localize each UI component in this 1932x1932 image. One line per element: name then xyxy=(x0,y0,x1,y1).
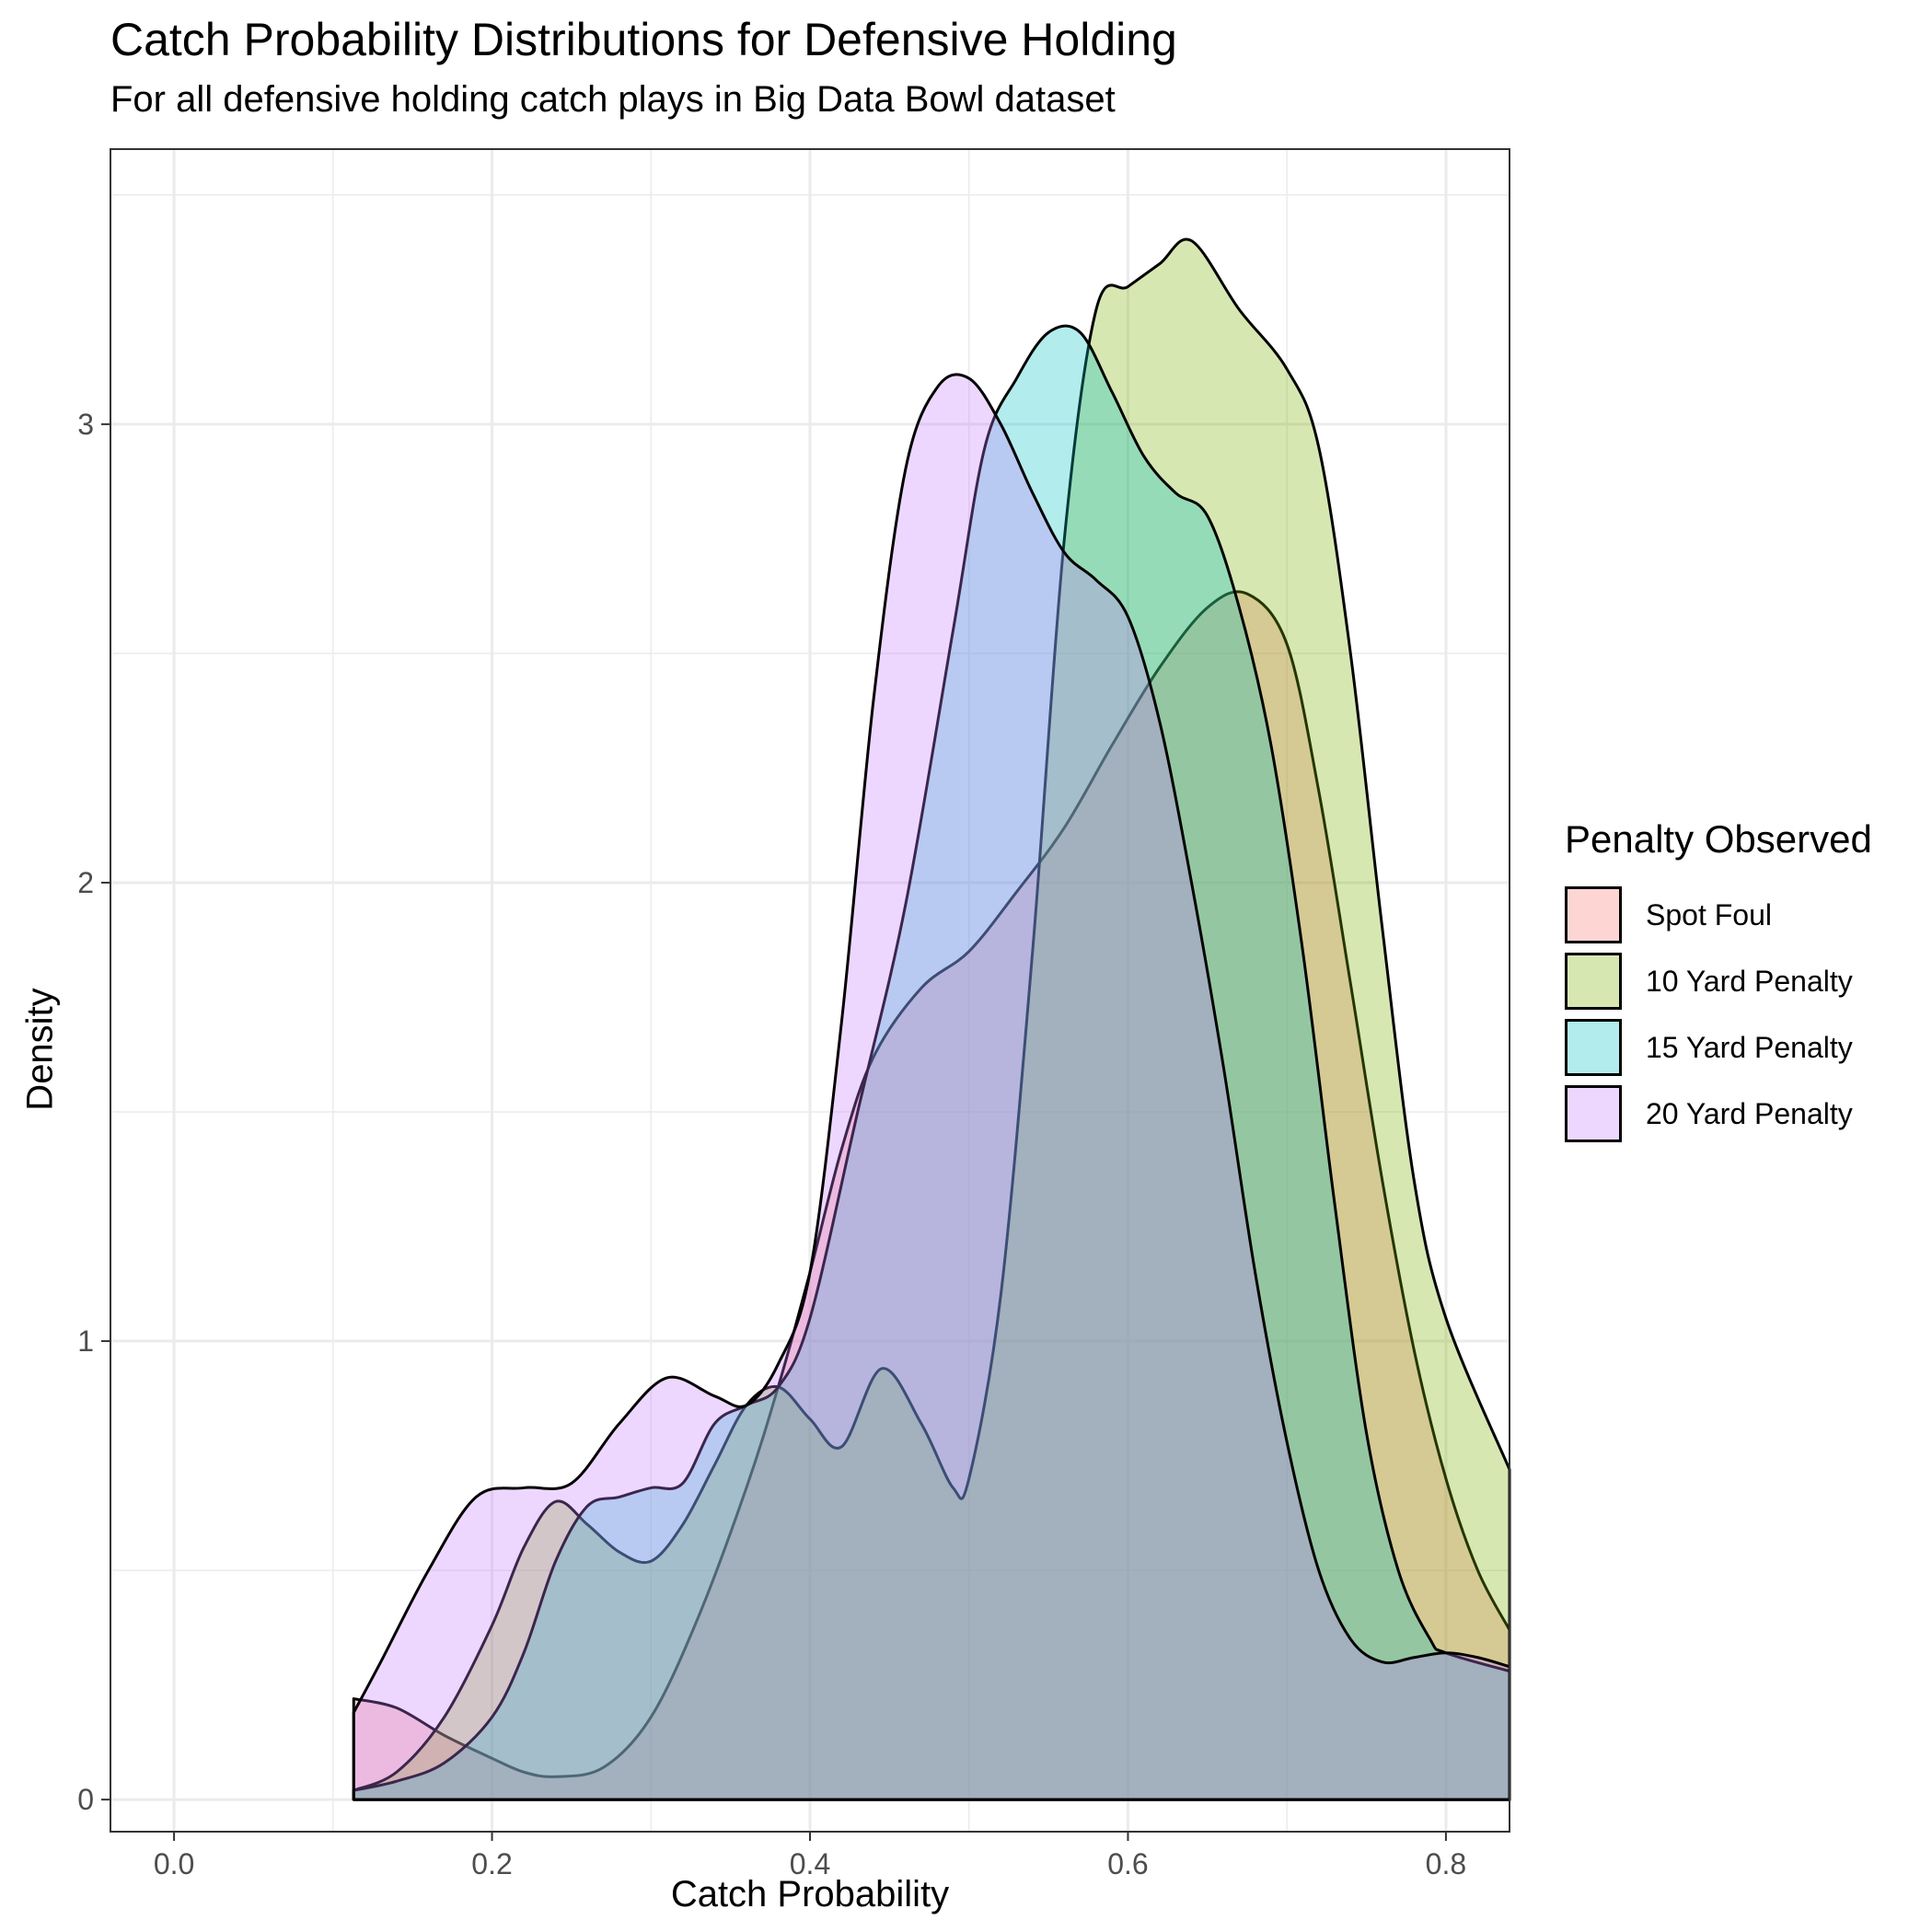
y-axis-title-wrap: Density xyxy=(0,988,74,1123)
legend-item-10-yard-penalty: 10 Yard Penalty xyxy=(1565,948,1872,1014)
density-areas xyxy=(352,237,1511,1801)
y-tick-label: 3 xyxy=(77,408,94,441)
density-area-20-yard-penalty xyxy=(352,373,1511,1801)
legend-item-spot-foul: Spot Foul xyxy=(1565,882,1872,948)
panel-border xyxy=(110,148,1510,1833)
legend-item-15-yard-penalty: 15 Yard Penalty xyxy=(1565,1014,1872,1081)
legend-label: Spot Foul xyxy=(1646,897,1772,931)
legend-key-20-yard-penalty xyxy=(1565,1085,1622,1142)
chart-subtitle: For all defensive holding catch plays in… xyxy=(110,79,1116,120)
x-tick-label: 0.0 xyxy=(154,1847,194,1880)
legend-key-10-yard-penalty xyxy=(1565,953,1622,1010)
legend-item-20-yard-penalty: 20 Yard Penalty xyxy=(1565,1081,1872,1147)
legend-title: Penalty Observed xyxy=(1565,817,1872,861)
y-axis-title: Density xyxy=(19,988,61,1111)
legend-key-15-yard-penalty xyxy=(1565,1019,1622,1076)
legend-label: 10 Yard Penalty xyxy=(1646,964,1853,998)
legend-label: 20 Yard Penalty xyxy=(1646,1096,1853,1130)
x-axis-title: Catch Probability xyxy=(670,1874,950,1915)
x-tick-label: 0.2 xyxy=(471,1847,512,1880)
x-tick-label: 0.6 xyxy=(1107,1847,1148,1880)
density-area-10-yard-penalty xyxy=(352,237,1511,1801)
x-tick-label: 0.8 xyxy=(1426,1847,1466,1880)
x-tick-label: 0.4 xyxy=(790,1847,830,1880)
density-area-15-yard-penalty xyxy=(352,324,1511,1801)
y-tick-label: 1 xyxy=(77,1325,94,1358)
density-area-spot-foul xyxy=(352,590,1511,1801)
legend-label: 15 Yard Penalty xyxy=(1646,1030,1853,1064)
chart-title: Catch Probability Distributions for Defe… xyxy=(110,14,1177,65)
y-tick-label: 0 xyxy=(77,1783,94,1816)
legend: Penalty Observed Spot Foul 10 Yard Penal… xyxy=(1565,817,1872,1147)
legend-key-spot-foul xyxy=(1565,886,1622,943)
y-tick-label: 2 xyxy=(77,866,94,899)
axis-ticks: 0.0 0.2 0.4 0.6 0.8 0 1 2 3 xyxy=(77,408,1466,1880)
major-gridlines xyxy=(110,149,1510,1832)
